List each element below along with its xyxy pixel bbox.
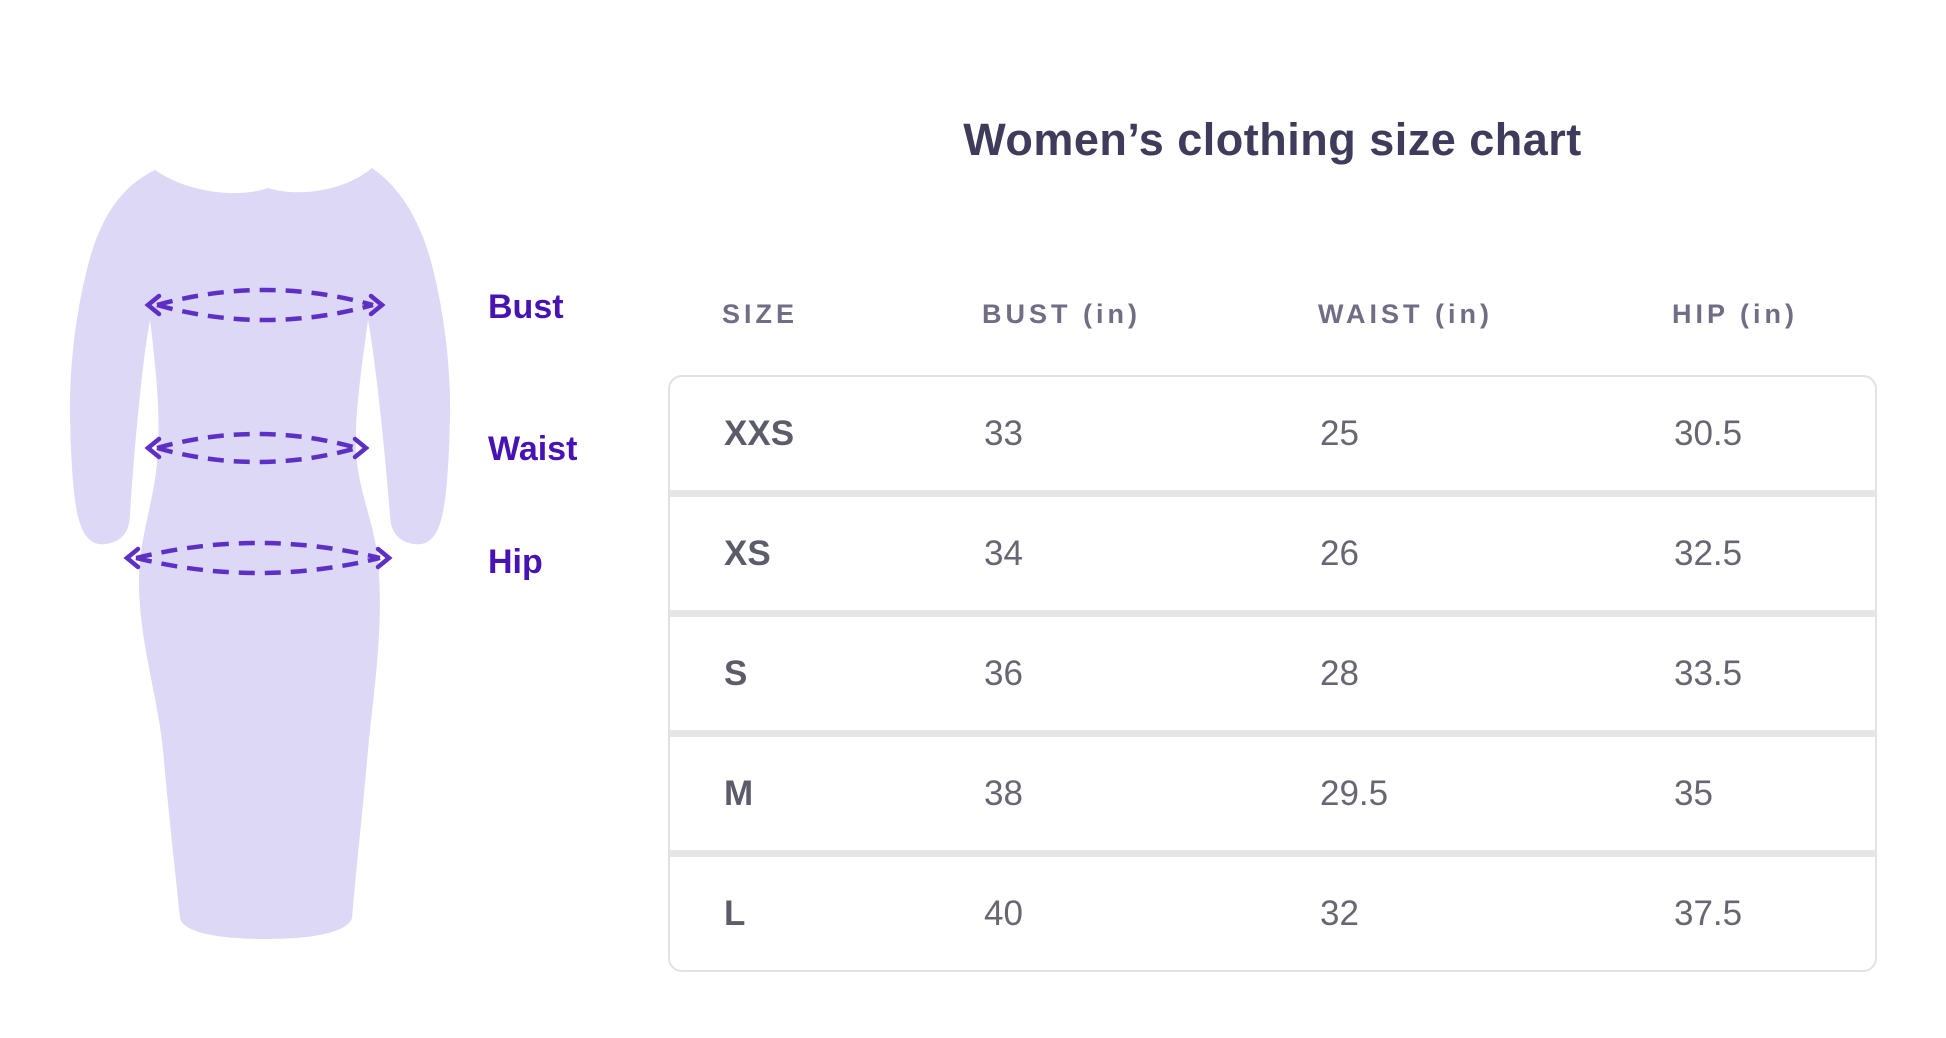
bust-value: 40	[984, 893, 1023, 933]
table-row: XXS 33 25 30.5	[670, 377, 1875, 490]
table-row: L 40 32 37.5	[670, 857, 1875, 970]
waist-value: 28	[1320, 653, 1359, 693]
waist-value: 32	[1320, 893, 1359, 933]
bust-value: 33	[984, 413, 1023, 453]
column-header-bust: BUST (in)	[982, 298, 1141, 329]
size-value: XS	[724, 533, 771, 573]
bust-value: 36	[984, 653, 1023, 693]
hip-value: 32.5	[1674, 533, 1743, 573]
table-row: M 38 29.5 35	[670, 737, 1875, 850]
waist-value: 26	[1320, 533, 1359, 573]
column-header-waist: WAIST (in)	[1318, 298, 1493, 329]
page-title: Women’s clothing size chart	[963, 114, 1582, 165]
hip-value: 33.5	[1674, 653, 1743, 693]
dress-silhouette	[69, 168, 451, 939]
size-value: L	[724, 893, 746, 933]
dress-illustration	[69, 168, 451, 939]
size-value: S	[724, 653, 748, 693]
table-row: S 36 28 33.5	[670, 617, 1875, 730]
hip-value: 37.5	[1674, 893, 1743, 933]
hip-measure-line	[135, 540, 381, 576]
size-value: M	[724, 773, 754, 813]
table-row: XS 34 26 32.5	[670, 497, 1875, 610]
hip-arrowheads	[123, 546, 393, 570]
waist-value: 29.5	[1320, 773, 1389, 813]
hip-value: 35	[1674, 773, 1713, 813]
bust-label: Bust	[488, 288, 564, 326]
size-table: XXS 33 25 30.5 XS 34 26 32.5 S 36 28 33.…	[668, 375, 1877, 972]
bust-measure-line	[156, 287, 374, 323]
waist-arrowheads	[144, 436, 370, 460]
bust-value: 38	[984, 773, 1023, 813]
waist-label: Waist	[488, 430, 578, 468]
column-header-size: SIZE	[722, 298, 799, 329]
hip-label: Hip	[488, 543, 543, 581]
hip-value: 30.5	[1674, 413, 1743, 453]
waist-value: 25	[1320, 413, 1359, 453]
bust-arrowheads	[144, 293, 386, 317]
table-header-row: SIZE BUST (in) WAIST (in) HIP (in)	[668, 292, 1877, 336]
column-header-hip: HIP (in)	[1672, 298, 1798, 329]
bust-value: 34	[984, 533, 1023, 573]
size-value: XXS	[724, 413, 795, 453]
